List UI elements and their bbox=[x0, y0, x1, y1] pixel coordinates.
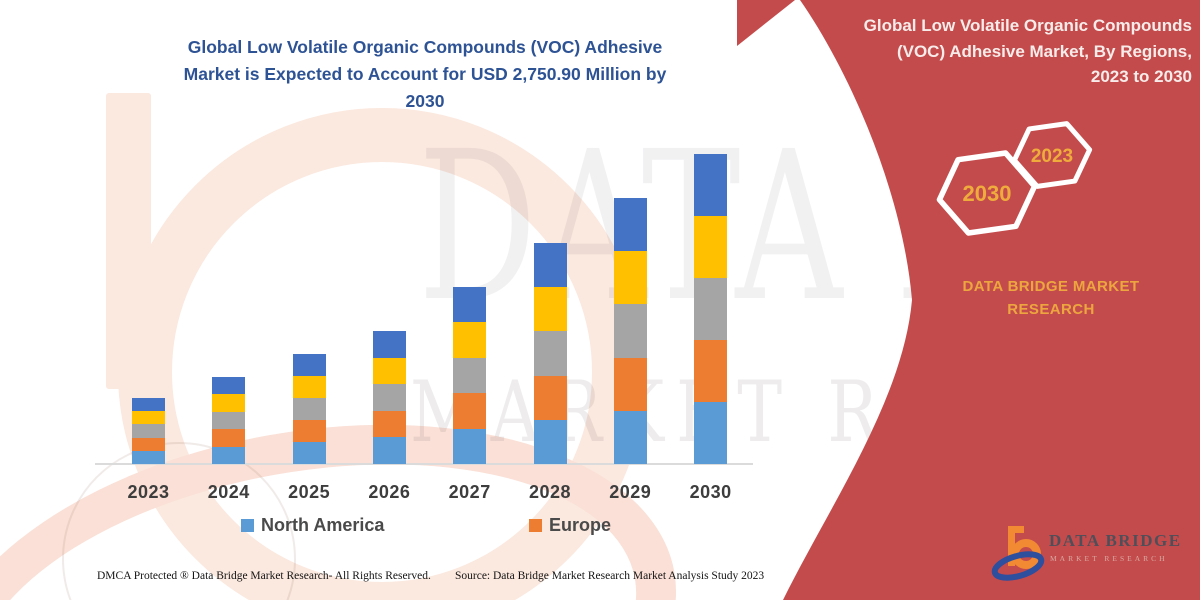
bar-segment bbox=[533, 331, 567, 376]
bar-2027 bbox=[453, 287, 487, 464]
x-axis-label-2026: 2026 bbox=[368, 482, 411, 502]
bar-2023 bbox=[132, 398, 165, 464]
logo-sub-label: MARKET RESEARCH bbox=[1050, 554, 1168, 563]
x-axis-label-2023: 2023 bbox=[127, 482, 170, 502]
bar-segment bbox=[613, 357, 647, 411]
legend-label: North America bbox=[261, 515, 385, 535]
bar-segment bbox=[453, 428, 487, 464]
x-axis-label-2030: 2030 bbox=[689, 482, 732, 502]
side-panel-title: Global Low Volatile Organic Compounds (V… bbox=[832, 13, 1192, 90]
legend-label: Europe bbox=[549, 515, 612, 535]
bar-segment bbox=[132, 398, 165, 412]
side-panel-title-line1: Global Low Volatile Organic Compounds bbox=[863, 16, 1192, 35]
chart-title: Global Low Volatile Organic Compounds (V… bbox=[125, 34, 725, 115]
bar-segment bbox=[212, 446, 246, 464]
bar-segment bbox=[212, 411, 246, 430]
bar-2026 bbox=[372, 331, 406, 464]
bar-segment bbox=[132, 411, 165, 425]
bar-segment bbox=[613, 198, 647, 252]
chart-title-line3: 2030 bbox=[405, 91, 445, 112]
legend-swatch bbox=[529, 519, 542, 532]
bar-segment bbox=[453, 287, 487, 323]
footer-source-note: Source: Data Bridge Market Research Mark… bbox=[455, 570, 765, 582]
bar-segment bbox=[292, 398, 326, 420]
bar-segment bbox=[132, 450, 165, 464]
bar-2025 bbox=[292, 354, 326, 464]
x-axis-label-2024: 2024 bbox=[207, 482, 250, 502]
bar-segment bbox=[694, 154, 728, 216]
bar-2030 bbox=[694, 154, 728, 464]
brand-text: DATA BRIDGE MARKET RESEARCH bbox=[962, 278, 1140, 319]
bar-segment bbox=[694, 216, 728, 278]
bar-segment bbox=[613, 304, 647, 358]
x-axis-label-2029: 2029 bbox=[609, 482, 652, 502]
bar-segment bbox=[533, 243, 567, 288]
bar-segment bbox=[132, 437, 165, 451]
bar-segment bbox=[292, 354, 326, 376]
bar-segment bbox=[694, 278, 728, 340]
bar-segment bbox=[533, 287, 567, 332]
databridge-logo: DATA BRIDGE MARKET RESEARCH bbox=[991, 526, 1180, 581]
bar-segment bbox=[613, 410, 647, 464]
logo-brand-label: DATA BRIDGE bbox=[1049, 531, 1180, 550]
chart-title-line2: Market is Expected to Account for USD 2,… bbox=[183, 64, 667, 85]
bar-2024 bbox=[212, 377, 246, 464]
bar-segment bbox=[132, 424, 165, 438]
bar-segment bbox=[533, 419, 567, 464]
bar-segment bbox=[453, 357, 487, 394]
legend-item-north-america: North America bbox=[241, 515, 384, 536]
bar-segment bbox=[453, 322, 487, 358]
logo-b-hook-icon bbox=[1008, 526, 1024, 533]
bar-2029 bbox=[613, 198, 647, 464]
bar-segment bbox=[613, 251, 647, 305]
bar-segment bbox=[694, 402, 728, 464]
x-axis-label-2028: 2028 bbox=[528, 482, 572, 502]
bar-segment bbox=[292, 420, 326, 442]
x-axis-line bbox=[95, 463, 753, 465]
bar-2028 bbox=[533, 243, 567, 464]
bar-segment bbox=[212, 377, 246, 395]
footer-dmca-note: DMCA Protected ® Data Bridge Market Rese… bbox=[97, 570, 431, 582]
bar-segment bbox=[372, 331, 406, 358]
bar-segment bbox=[212, 429, 246, 447]
bar-segment bbox=[694, 340, 728, 402]
bar-segment bbox=[292, 442, 326, 464]
bar-segment bbox=[372, 437, 406, 464]
side-panel-title-line3: 2023 to 2030 bbox=[1090, 67, 1192, 86]
legend-swatch bbox=[241, 519, 254, 532]
bar-segment bbox=[372, 357, 406, 385]
bar-segment bbox=[212, 394, 246, 412]
x-axis-label-2027: 2027 bbox=[448, 482, 491, 502]
bar-segment bbox=[372, 410, 406, 438]
x-axis-label-2025: 2025 bbox=[288, 482, 331, 502]
bar-segment bbox=[453, 393, 487, 429]
legend-item-europe: Europe bbox=[529, 515, 611, 536]
bar-segment bbox=[292, 376, 326, 398]
side-panel-title-line2: (VOC) Adhesive Market, By Regions, bbox=[896, 41, 1192, 61]
chart-title-line1: Global Low Volatile Organic Compounds (V… bbox=[187, 37, 663, 57]
bar-segment bbox=[372, 384, 406, 411]
bar-segment bbox=[533, 375, 567, 420]
